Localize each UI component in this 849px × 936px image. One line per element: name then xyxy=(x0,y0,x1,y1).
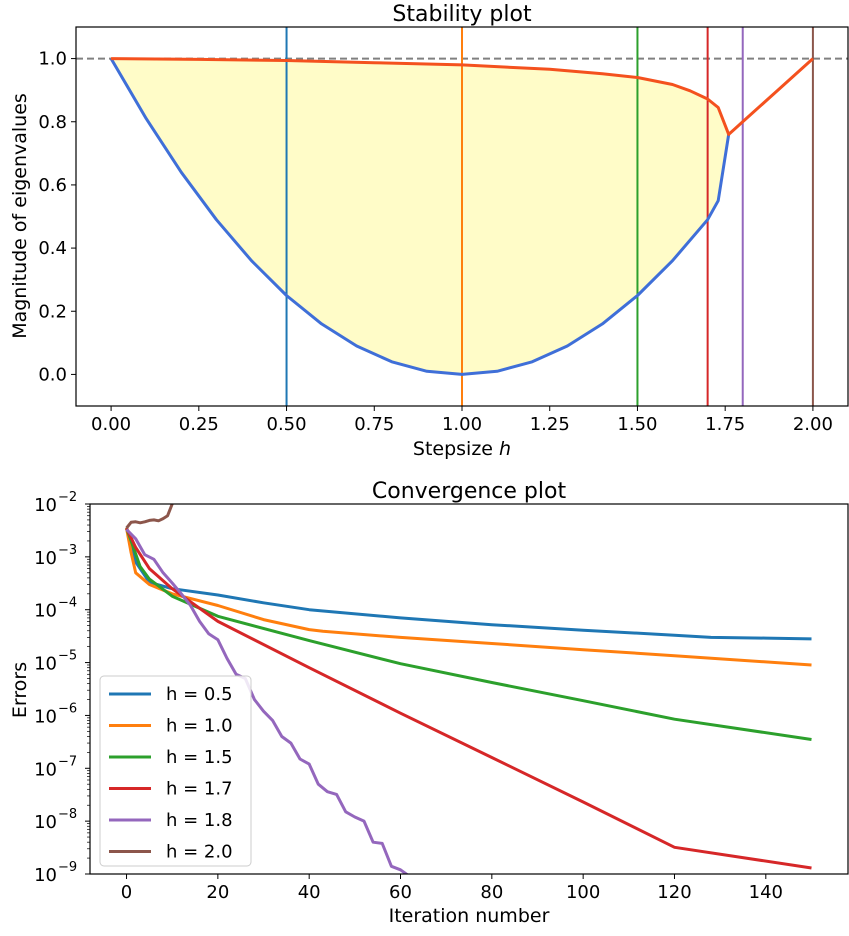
convergence-xtick-label: 120 xyxy=(657,882,691,903)
stability-ytick-label: 0.4 xyxy=(38,238,67,259)
convergence-plot-axes: 0 20 40 60 80 100 120 14010−910−810−710−610−510… xyxy=(34,490,783,903)
convergence-ytick-label: 10 xyxy=(34,812,57,833)
stability-plot-xlabel: Stepsize h xyxy=(413,438,511,460)
convergence-xtick-label: 100 xyxy=(566,882,600,903)
convergence-ytick-exponent: −3 xyxy=(58,543,77,558)
stability-plot-title: Stability plot xyxy=(392,2,532,27)
convergence-xtick-label: 0 xyxy=(121,882,132,903)
convergence-ytick-label: 10 xyxy=(34,706,57,727)
stability-plot-xlabel-text: Stepsize xyxy=(413,438,493,460)
convergence-plot-title: Convergence plot xyxy=(372,479,567,504)
convergence-ytick-label: 10 xyxy=(34,654,57,675)
convergence-ytick-exponent: −6 xyxy=(58,701,77,716)
legend-label: h = 0.5 xyxy=(166,684,233,705)
legend-label: h = 2.0 xyxy=(166,842,233,863)
stability-ytick-label: 0.8 xyxy=(38,112,67,133)
stability-ytick-label: 0.2 xyxy=(38,301,67,322)
stability-plot-marks xyxy=(76,27,848,406)
legend-label: h = 1.0 xyxy=(166,716,233,737)
stability-xtick-label: 1.50 xyxy=(617,414,657,435)
legend-label: h = 1.5 xyxy=(166,747,233,768)
error-curve-1 xyxy=(125,527,812,667)
error-curve-0 xyxy=(125,527,812,641)
stability-region-fill xyxy=(111,58,729,375)
error-curve-4 xyxy=(125,528,409,874)
stability-ytick-label: 0.6 xyxy=(38,175,67,196)
convergence-xtick-label: 20 xyxy=(206,882,229,903)
convergence-plot-legend: h = 0.5 h = 1.0 h = 1.5 h = 1.7 h = 1.8 h = 2… xyxy=(99,675,252,867)
error-curve-3 xyxy=(125,527,812,870)
convergence-ytick-exponent: −9 xyxy=(58,860,77,875)
convergence-xtick-label: 80 xyxy=(480,882,503,903)
stability-ytick-label: 0.0 xyxy=(38,364,67,385)
convergence-ytick-label: 10 xyxy=(34,865,57,886)
convergence-plot-ylabel: Errors xyxy=(9,662,31,718)
legend-label: h = 1.7 xyxy=(166,779,233,800)
stability-plot: Stability plot 0.00 0.25 0.50 0.75 1.00 1.25 1… xyxy=(9,2,849,460)
stability-ytick-label: 1.0 xyxy=(38,49,67,70)
convergence-plot-marks xyxy=(125,504,812,874)
stability-xtick-label: 0.75 xyxy=(354,414,394,435)
stability-plot-axes: 0.00 0.25 0.50 0.75 1.00 1.25 1.50 1.75 2.00 0.0 0… xyxy=(38,49,833,435)
error-curve-5 xyxy=(125,504,174,530)
convergence-ytick-exponent: −8 xyxy=(58,807,77,822)
stability-xtick-label: 0.00 xyxy=(91,414,131,435)
convergence-ytick-exponent: −7 xyxy=(58,754,77,769)
convergence-plot-frame xyxy=(89,503,849,875)
convergence-ytick-exponent: −4 xyxy=(58,596,77,611)
convergence-xtick-label: 60 xyxy=(389,882,412,903)
convergence-ytick-label: 10 xyxy=(34,601,57,622)
convergence-ytick-label: 10 xyxy=(34,548,57,569)
stability-xtick-label: 0.25 xyxy=(179,414,219,435)
convergence-ytick-exponent: −5 xyxy=(58,649,77,664)
convergence-ytick-label: 10 xyxy=(34,495,57,516)
stability-xtick-label: 1.75 xyxy=(705,414,745,435)
convergence-ytick-exponent: −2 xyxy=(58,490,77,505)
max-eigenvalue-curve xyxy=(111,57,814,136)
stability-plot-xlabel-var: h xyxy=(499,438,511,460)
error-curve-2 xyxy=(125,527,812,741)
legend-label: h = 1.8 xyxy=(166,810,233,831)
stability-xtick-label: 1.00 xyxy=(442,414,482,435)
stability-xtick-label: 2.00 xyxy=(793,414,833,435)
min-eigenvalue-curve xyxy=(109,57,731,376)
stability-xtick-label: 0.50 xyxy=(267,414,307,435)
convergence-plot-xlabel: Iteration number xyxy=(389,905,550,927)
stability-plot-ylabel: Magnitude of eigenvalues xyxy=(9,93,31,339)
convergence-ytick-label: 10 xyxy=(34,759,57,780)
stability-xtick-label: 1.25 xyxy=(530,414,570,435)
convergence-xtick-label: 40 xyxy=(298,882,321,903)
convergence-xtick-label: 140 xyxy=(749,882,783,903)
